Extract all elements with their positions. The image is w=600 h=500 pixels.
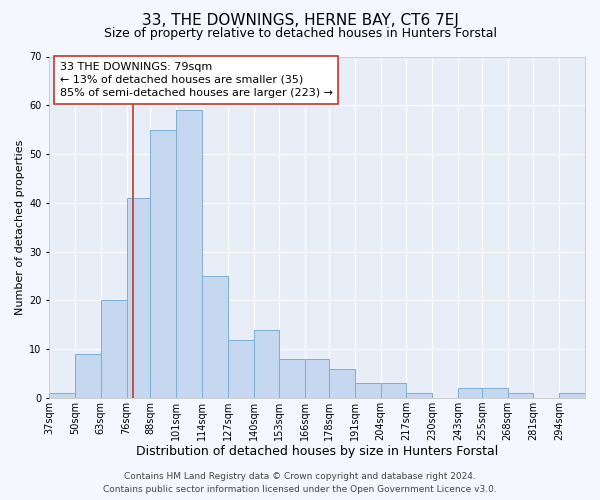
- Bar: [305, 359, 329, 398]
- Text: Size of property relative to detached houses in Hunters Forstal: Size of property relative to detached ho…: [104, 28, 497, 40]
- Bar: [380, 384, 406, 398]
- Bar: [482, 388, 508, 398]
- Bar: [508, 393, 533, 398]
- Bar: [127, 198, 151, 398]
- Bar: [458, 388, 482, 398]
- Text: 33 THE DOWNINGS: 79sqm
← 13% of detached houses are smaller (35)
85% of semi-det: 33 THE DOWNINGS: 79sqm ← 13% of detached…: [60, 62, 333, 98]
- Bar: [280, 359, 305, 398]
- Bar: [75, 354, 101, 398]
- Bar: [254, 330, 280, 398]
- Bar: [202, 276, 228, 398]
- Bar: [151, 130, 176, 398]
- Bar: [176, 110, 202, 398]
- X-axis label: Distribution of detached houses by size in Hunters Forstal: Distribution of detached houses by size …: [136, 444, 498, 458]
- Bar: [101, 300, 127, 398]
- Bar: [406, 393, 432, 398]
- Text: 33, THE DOWNINGS, HERNE BAY, CT6 7EJ: 33, THE DOWNINGS, HERNE BAY, CT6 7EJ: [142, 12, 458, 28]
- Bar: [559, 393, 585, 398]
- Text: Contains HM Land Registry data © Crown copyright and database right 2024.
Contai: Contains HM Land Registry data © Crown c…: [103, 472, 497, 494]
- Bar: [355, 384, 380, 398]
- Bar: [228, 340, 254, 398]
- Bar: [329, 369, 355, 398]
- Bar: [49, 393, 75, 398]
- Y-axis label: Number of detached properties: Number of detached properties: [15, 140, 25, 315]
